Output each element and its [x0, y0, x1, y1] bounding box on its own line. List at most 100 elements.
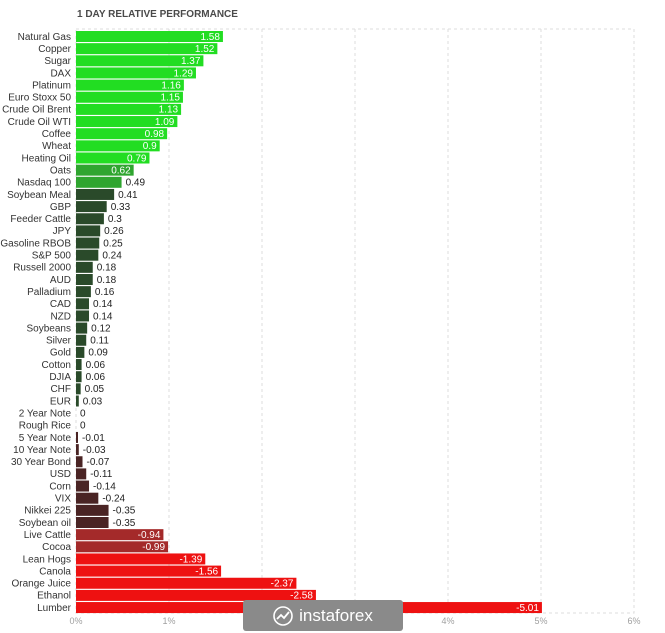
category-label: JPY	[53, 226, 72, 237]
category-label: Lumber	[37, 603, 72, 614]
value-label: 1.13	[159, 105, 179, 116]
value-label: 0	[80, 421, 86, 432]
category-label: CHF	[50, 384, 71, 395]
bar	[76, 589, 316, 601]
x-tick-label: 4%	[441, 616, 454, 626]
x-tick-label: 6%	[627, 616, 640, 626]
category-label: Silver	[46, 336, 72, 347]
category-label: S&P 500	[32, 251, 72, 262]
bar	[76, 468, 87, 480]
value-label: 0.62	[111, 165, 131, 176]
bar	[76, 577, 297, 589]
category-label: Nikkei 225	[24, 506, 71, 517]
bar	[76, 565, 222, 577]
bar	[76, 31, 223, 42]
category-label: Gasoline RBOB	[0, 238, 71, 249]
bar	[76, 274, 93, 285]
category-label: GBP	[50, 202, 71, 213]
category-label: Corn	[49, 481, 71, 492]
value-label: 0	[80, 408, 86, 419]
x-tick-label: 0%	[69, 616, 82, 626]
category-label: DJIA	[49, 372, 71, 383]
value-label: 1.52	[195, 44, 215, 55]
value-label: 0.79	[127, 153, 147, 164]
bar	[76, 116, 178, 128]
bar	[76, 164, 134, 176]
category-label: Natural Gas	[18, 32, 71, 43]
bar	[76, 480, 90, 492]
labels: Natural Gas 1.58 Copper 1.52 Sugar 1.37 DAX 1.2…	[0, 32, 539, 614]
value-label: 0.26	[104, 226, 124, 237]
x-tick-label: 1%	[162, 616, 175, 626]
category-label: Rough Rice	[19, 421, 72, 432]
category-label: Canola	[39, 566, 71, 577]
category-label: Soybeans	[27, 323, 71, 334]
category-label: Sugar	[44, 56, 71, 67]
bar	[76, 517, 109, 528]
value-label: 0.05	[85, 384, 105, 395]
bar	[76, 444, 79, 456]
value-label: 0.16	[95, 287, 115, 298]
category-label: 5 Year Note	[19, 433, 72, 444]
value-label: 1.09	[155, 117, 175, 128]
bar	[76, 310, 90, 322]
category-label: Crude Oil Brent	[2, 105, 71, 116]
bars	[76, 31, 542, 614]
value-label: -0.11	[90, 469, 112, 480]
instaforex-watermark: instaforex	[243, 600, 403, 631]
category-label: Euro Stoxx 50	[8, 93, 71, 104]
value-label: -0.07	[87, 457, 110, 468]
category-label: AUD	[50, 275, 71, 286]
value-label: -0.01	[82, 433, 105, 444]
value-label: 0.98	[145, 129, 165, 140]
value-label: -0.14	[93, 481, 116, 492]
value-label: -0.24	[102, 494, 125, 505]
category-label: DAX	[50, 68, 71, 79]
category-label: Orange Juice	[12, 579, 72, 590]
category-label: Wheat	[42, 141, 71, 152]
bar	[76, 383, 81, 395]
value-label: -0.99	[142, 542, 165, 553]
category-label: 10 Year Note	[13, 445, 71, 456]
category-label: Heating Oil	[22, 153, 71, 164]
category-label: 2 Year Note	[19, 408, 72, 419]
bar	[76, 261, 93, 273]
value-label: 0.18	[97, 263, 117, 274]
value-label: -1.39	[179, 554, 202, 565]
value-label: 0.3	[108, 214, 122, 225]
category-label: Palladium	[27, 287, 71, 298]
watermark-text: instaforex	[299, 605, 373, 625]
value-label: 1.29	[174, 68, 194, 79]
category-label: Soybean oil	[19, 518, 71, 529]
bar	[76, 140, 160, 152]
category-label: Coffee	[42, 129, 72, 140]
value-label: 1.15	[160, 93, 180, 104]
bar	[76, 152, 150, 164]
value-label: 0.06	[86, 360, 106, 371]
category-label: USD	[50, 469, 71, 480]
chart-title: 1 DAY RELATIVE PERFORMANCE	[77, 9, 238, 20]
bar	[76, 286, 91, 298]
value-label: 1.16	[161, 80, 181, 91]
value-label: 0.41	[118, 190, 138, 201]
instaforex-logo-icon	[273, 605, 293, 626]
category-label: CAD	[50, 299, 71, 310]
bar	[76, 79, 184, 91]
bar	[76, 334, 87, 346]
value-label: -0.35	[113, 506, 136, 517]
category-label: Russell 2000	[13, 263, 71, 274]
category-label: Oats	[50, 165, 71, 176]
bar	[76, 431, 78, 443]
value-label: 0.33	[111, 202, 131, 213]
category-label: Feeder Cattle	[10, 214, 71, 225]
value-label: 1.37	[181, 56, 201, 67]
bar	[76, 395, 79, 407]
category-label: Cotton	[42, 360, 71, 371]
value-label: -0.94	[138, 530, 161, 541]
value-label: 0.03	[83, 396, 103, 407]
value-label: -0.03	[83, 445, 106, 456]
bar	[76, 128, 168, 140]
value-label: 0.11	[90, 336, 109, 347]
category-label: Crude Oil WTI	[8, 117, 71, 128]
category-label: Cocoa	[42, 542, 71, 553]
